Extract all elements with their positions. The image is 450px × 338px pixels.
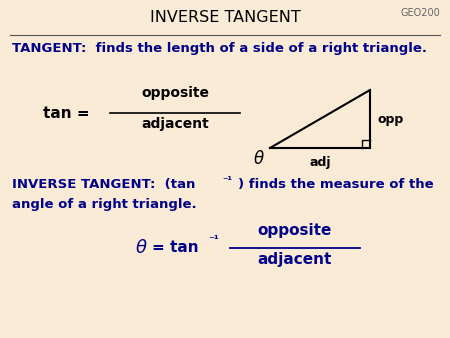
Text: TANGENT:  finds the length of a side of a right triangle.: TANGENT: finds the length of a side of a… [12, 42, 427, 55]
Text: ⁻¹: ⁻¹ [222, 176, 232, 186]
Text: $\theta$: $\theta$ [135, 239, 148, 257]
Text: opposite: opposite [141, 86, 209, 100]
Text: GEO200: GEO200 [400, 8, 440, 18]
Text: $\theta$: $\theta$ [253, 150, 265, 168]
Text: INVERSE TANGENT:  (tan: INVERSE TANGENT: (tan [12, 178, 195, 191]
Text: = tan: = tan [152, 241, 198, 256]
Text: adjacent: adjacent [258, 252, 332, 267]
Text: tan =: tan = [43, 105, 90, 121]
Text: opposite: opposite [258, 223, 332, 238]
Text: opp: opp [378, 113, 404, 125]
Text: INVERSE TANGENT: INVERSE TANGENT [149, 10, 301, 25]
Text: ⁻¹: ⁻¹ [208, 235, 219, 245]
Text: angle of a right triangle.: angle of a right triangle. [12, 198, 197, 211]
Text: adjacent: adjacent [141, 117, 209, 131]
Text: ) finds the measure of the: ) finds the measure of the [238, 178, 434, 191]
Text: adj: adj [309, 156, 331, 169]
